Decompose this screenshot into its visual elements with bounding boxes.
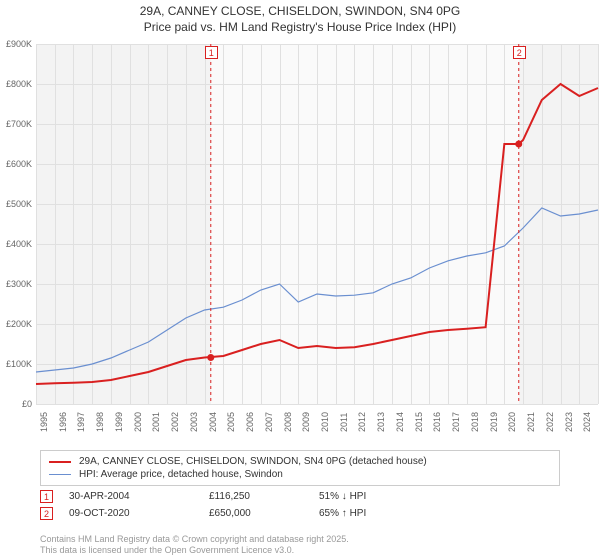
y-tick-label: £500K [2,199,32,209]
x-tick-label: 1995 [39,412,49,432]
transaction-delta: 65% ↑ HPI [319,508,429,519]
price-line [36,84,598,384]
x-tick-label: 2008 [283,412,293,432]
x-tick-label: 2019 [489,412,499,432]
x-tick-label: 2016 [432,412,442,432]
legend-swatch [49,461,71,463]
x-tick-label: 2007 [264,412,274,432]
legend-swatch [49,474,71,475]
title-line1: 29A, CANNEY CLOSE, CHISELDON, SWINDON, S… [0,4,600,20]
transaction-badge: 2 [40,507,53,520]
y-tick-label: £400K [2,239,32,249]
chart-area: £0 £100K £200K £300K £400K £500K £600K £700K £80… [2,44,598,424]
x-tick-label: 2005 [226,412,236,432]
footer-attribution: Contains HM Land Registry data © Crown c… [40,534,349,556]
y-tick-label: £600K [2,159,32,169]
transaction-row: 2 09-OCT-2020£650,00065% ↑ HPI [40,507,560,520]
footer-line2: This data is licensed under the Open Gov… [40,545,349,556]
chart-title: 29A, CANNEY CLOSE, CHISELDON, SWINDON, S… [0,0,600,35]
y-tick-label: £800K [2,79,32,89]
legend-label: HPI: Average price, detached house, Swin… [79,469,283,480]
title-line2: Price paid vs. HM Land Registry's House … [0,20,600,36]
x-tick-label: 2003 [189,412,199,432]
x-tick-label: 2015 [414,412,424,432]
transaction-badge: 1 [40,490,53,503]
y-tick-label: £300K [2,279,32,289]
transaction-delta: 51% ↓ HPI [319,491,429,502]
x-tick-label: 2011 [339,413,349,432]
transaction-date: 09-OCT-2020 [69,508,209,519]
x-tick-label: 2018 [470,412,480,432]
y-tick-label: £0 [2,399,32,409]
x-tick-label: 2023 [564,412,574,432]
legend-row: HPI: Average price, detached house, Swin… [49,468,551,481]
x-tick-label: 1996 [58,412,68,432]
x-tick-label: 2020 [507,412,517,432]
x-tick-label: 2009 [301,412,311,432]
x-tick-label: 2001 [151,412,161,432]
x-tick-label: 2022 [545,412,555,432]
legend-label: 29A, CANNEY CLOSE, CHISELDON, SWINDON, S… [79,456,427,467]
y-tick-label: £900K [2,39,32,49]
transaction-date: 30-APR-2004 [69,491,209,502]
x-tick-label: 2012 [357,412,367,432]
x-tick-label: 1997 [76,412,86,432]
legend-box: 29A, CANNEY CLOSE, CHISELDON, SWINDON, S… [40,450,560,486]
x-tick-label: 2024 [582,412,592,432]
transaction-row: 1 30-APR-2004£116,25051% ↓ HPI [40,490,560,503]
x-tick-label: 2021 [526,412,536,432]
x-tick-label: 2002 [170,412,180,432]
x-tick-label: 2006 [245,412,255,432]
transaction-price: £650,000 [209,508,319,519]
x-tick-label: 2017 [451,412,461,432]
x-tick-label: 1998 [95,412,105,432]
footer-line1: Contains HM Land Registry data © Crown c… [40,534,349,545]
x-tick-label: 2014 [395,412,405,432]
marker-badge: 2 [513,46,526,59]
y-tick-label: £100K [2,359,32,369]
y-tick-label: £200K [2,319,32,329]
x-tick-label: 1999 [114,412,124,432]
transaction-price: £116,250 [209,491,319,502]
hpi-line [36,208,598,372]
legend-row: 29A, CANNEY CLOSE, CHISELDON, SWINDON, S… [49,455,551,468]
x-tick-label: 2010 [320,412,330,432]
chart-lines [36,44,598,404]
x-tick-label: 2013 [376,412,386,432]
x-tick-label: 2004 [208,412,218,432]
transaction-rows: 1 30-APR-2004£116,25051% ↓ HPI 2 09-OCT-202… [40,490,560,520]
x-tick-label: 2000 [133,412,143,432]
legend-block: 29A, CANNEY CLOSE, CHISELDON, SWINDON, S… [40,450,560,520]
y-tick-label: £700K [2,119,32,129]
marker-badge: 1 [205,46,218,59]
